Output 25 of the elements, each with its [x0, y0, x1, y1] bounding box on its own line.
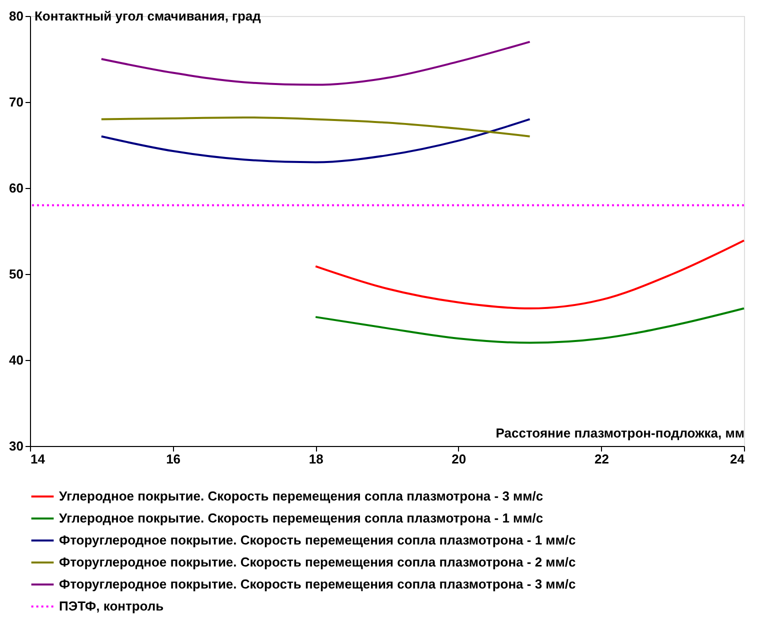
line-series: [314, 239, 745, 310]
legend-label: Углеродное покрытие. Скорость перемещения сопла плазмотрона - 3 мм/с: [59, 488, 544, 504]
line-series: [100, 118, 531, 164]
x-tick-label: 14: [30, 452, 46, 466]
y-tick-label: 40: [9, 352, 24, 368]
y-tick-label: 50: [9, 266, 24, 282]
y-axis-title: Контактный угол смачивания, град: [34, 8, 262, 24]
x-tick-label: 24: [730, 452, 746, 466]
legend-label: Фторуглеродное покрытие. Скорость перемещения сопла плазмотрона - 3 мм/с: [59, 576, 576, 592]
line-series: [314, 307, 745, 344]
y-tick-label: 70: [9, 94, 24, 110]
line-series: [100, 40, 531, 86]
legend-label: ПЭТФ, контроль: [59, 598, 164, 614]
y-tick-label: 30: [9, 438, 24, 454]
legend-label: Фторуглеродное покрытие. Скорость перемещения сопла плазмотрона - 2 мм/с: [59, 554, 576, 570]
x-tick-label: 18: [308, 452, 324, 466]
y-tick-label: 80: [9, 8, 24, 24]
x-tick-label: 20: [452, 452, 466, 466]
line-series: [100, 116, 531, 138]
x-tick-label: 22: [594, 452, 609, 466]
y-tick-label: 60: [9, 180, 24, 196]
legend-label: Фторуглеродное покрытие. Скорость перемещения сопла плазмотрона - 1 мм/с: [59, 532, 576, 548]
x-tick-label: 16: [166, 452, 181, 466]
legend-label: Углеродное покрытие. Скорость перемещения сопла плазмотрона - 1 мм/с: [59, 510, 544, 526]
x-axis-title: Расстояние плазмотрон-подложка, мм: [496, 426, 744, 440]
